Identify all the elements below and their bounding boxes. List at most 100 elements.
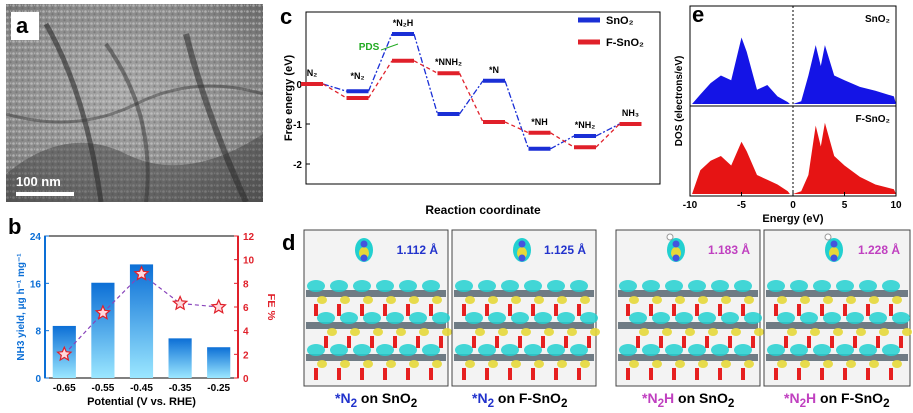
caption-4-sub2: 2 [883, 396, 890, 410]
charge-density [869, 360, 879, 368]
charge-density [432, 360, 442, 368]
charge-density [619, 280, 637, 292]
caption-n2h-sno2: *N2H on SnO2 [642, 390, 734, 410]
charge-density [902, 328, 912, 336]
dos-area [793, 45, 896, 104]
y-axis-label: DOS (electrons/eV) [674, 56, 685, 147]
nitrogen-atom [518, 240, 526, 248]
connector [413, 60, 438, 74]
nitrogen-atom [672, 240, 680, 248]
charge-density [330, 344, 348, 356]
charge-density [892, 312, 910, 324]
caption-4-mid: H [806, 390, 817, 406]
slab-band [766, 354, 908, 361]
charge-density [813, 344, 831, 356]
charge-density [580, 360, 590, 368]
charge-density [833, 328, 843, 336]
charge-density [882, 280, 900, 292]
charge-density [629, 312, 647, 324]
oxygen-atom [876, 336, 880, 348]
x-tick-label: 5 [842, 200, 848, 211]
connector [322, 83, 347, 99]
oxygen-atom [587, 336, 591, 348]
dos-series-label: SnO₂ [865, 14, 890, 25]
charge-density [711, 344, 729, 356]
charge-density [652, 360, 662, 368]
charge-density [432, 312, 450, 324]
oxygen-atom [682, 336, 686, 348]
fe-line [63, 273, 219, 355]
charge-density [800, 360, 810, 368]
charge-density [675, 360, 685, 368]
oxygen-atom [659, 336, 663, 348]
pds-arrow [380, 43, 399, 51]
caption-n2-fsno2: *N2 on F-SnO2 [472, 390, 567, 410]
oxygen-atom [626, 304, 630, 316]
oxygen-atom [741, 368, 745, 380]
y-axis-label-left: NH3 yield, μg h⁻¹ mg⁻¹ [16, 253, 27, 361]
charge-density [353, 344, 371, 356]
panel-e: e SnO₂ F-SnO₂ -10 -5 0 5 10 Energy (eV) DOS (ele… [670, 0, 910, 228]
charge-density [547, 280, 565, 292]
oxygen-atom [820, 304, 824, 316]
charge-density [744, 296, 754, 304]
right-tick-label: 6 [243, 303, 249, 314]
step-label: *NNH₂ [435, 57, 462, 67]
charge-density [698, 360, 708, 368]
charge-density [399, 344, 417, 356]
charge-density [892, 296, 902, 304]
connector [504, 80, 530, 150]
caption-3-rest: on SnO [674, 390, 728, 406]
charge-density [386, 360, 396, 368]
caption-3-sub: 2 [657, 396, 665, 410]
charge-density [642, 344, 660, 356]
charge-density [455, 280, 473, 292]
caption-3-sub2: 2 [727, 396, 735, 410]
charge-density [721, 360, 731, 368]
charge-density [619, 344, 637, 356]
charge-density [488, 312, 506, 324]
panel-a: a 100 nm [5, 4, 264, 204]
x-axis-label: Potential (V vs. RHE) [87, 396, 196, 408]
step-label: *NH₂ [575, 120, 596, 130]
charge-density [869, 312, 887, 324]
charge-density [478, 344, 496, 356]
fe-point [210, 298, 227, 314]
right-tick-label: 4 [243, 327, 249, 338]
connector [413, 33, 439, 115]
caption-2-prefix: *N [472, 390, 488, 406]
caption-3-mid: H [664, 390, 675, 406]
nitrogen-atom [518, 254, 526, 262]
oxygen-atom [866, 368, 870, 380]
panel-c: c 0 -1 -2 N₂ *N₂ *N₂H *NNH₂ *N *NH *NH₂ NH₃ PDS SnO₂… [278, 2, 668, 224]
oxygen-atom [360, 304, 364, 316]
x-tick-label: -0.25 [207, 383, 230, 394]
step-label: *N [489, 65, 499, 75]
legend-label: SnO₂ [606, 15, 634, 27]
charge-density [869, 296, 879, 304]
charge-density [665, 280, 683, 292]
charge-density [511, 296, 521, 304]
charge-density [557, 312, 575, 324]
scale-bar-label: 100 nm [16, 174, 61, 189]
charge-density [534, 296, 544, 304]
charge-density [846, 360, 856, 368]
charge-density [409, 312, 427, 324]
bond-length: 1.183 Å [708, 242, 750, 257]
oxygen-atom [843, 304, 847, 316]
charge-density [698, 312, 716, 324]
charge-density [790, 280, 808, 292]
pds-annotation: PDS [359, 42, 380, 53]
x-tick-label: 10 [890, 200, 902, 211]
dos-series-label: F-SnO₂ [856, 114, 890, 125]
left-tick-label: 16 [30, 279, 42, 290]
charge-density [629, 360, 639, 368]
charge-density [501, 344, 519, 356]
oxygen-atom [741, 304, 745, 316]
charge-density [317, 312, 335, 324]
charge-density [859, 344, 877, 356]
charge-density [846, 312, 864, 324]
step-label: *N₂H [393, 18, 414, 28]
connector [367, 33, 393, 92]
oxygen-atom [531, 304, 535, 316]
